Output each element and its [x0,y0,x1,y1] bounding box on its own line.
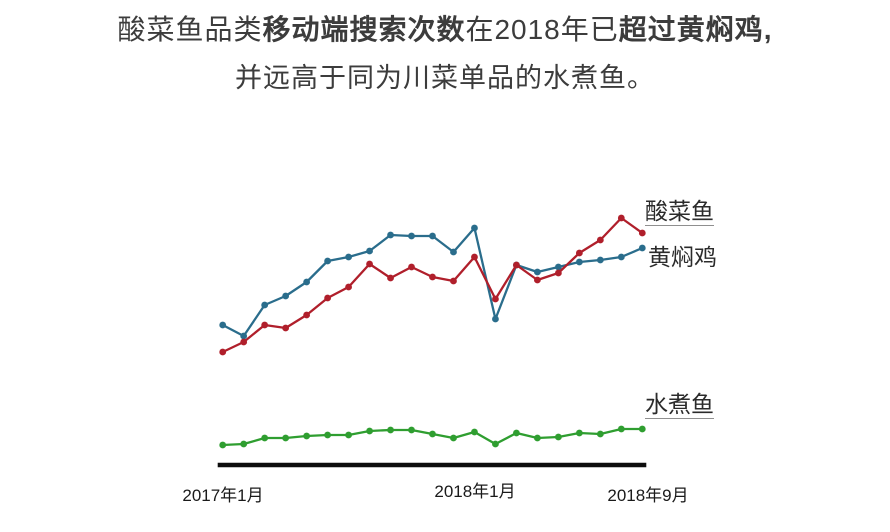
series-label-shuizhuyu: 水煮鱼 [645,391,714,419]
data-point-shuizhuyu-2017年1月 [219,441,227,449]
series-line-huangmenji [222,226,643,338]
series-label-suancaiyu: 酸菜鱼 [645,198,714,226]
title-bold-segment: 超过黄焖鸡, [618,14,773,45]
data-point-suancaiyu-2017年4月 [282,324,290,332]
data-point-huangmenji-2017年6月 [324,257,331,265]
data-point-suancaiyu-2017年5月 [303,311,311,319]
data-point-suancaiyu-2017年3月 [261,321,269,329]
data-point-huangmenji-2017年9月 [387,231,394,239]
title-bold-segment: 移动端搜索次数 [262,14,466,45]
title-line-1: 酸菜鱼品类移动端搜索次数在2018年已超过黄焖鸡, [0,13,890,47]
data-point-huangmenji-2017年7月 [345,253,352,261]
data-point-huangmenji-2017年10月 [408,232,415,240]
data-point-huangmenji-2017年3月 [261,301,269,309]
data-point-huangmenji-2017年2月 [240,332,248,340]
data-point-huangmenji-2017年1月 [219,321,227,329]
series-label-huangmenji: 黄焖鸡 [648,244,717,270]
data-point-huangmenji-2018年5月 [554,263,562,271]
data-point-shuizhuyu-2017年12月 [450,434,457,442]
data-point-suancaiyu-2017年10月 [408,263,415,271]
x-tick-2018-jan: 2018年1月 [434,482,516,501]
data-point-shuizhuyu-2018年8月 [617,425,625,433]
data-point-suancaiyu-2018年1月 [471,253,478,261]
data-point-shuizhuyu-2018年4月 [534,434,541,442]
data-point-shuizhuyu-2017年7月 [345,431,352,439]
data-point-suancaiyu-2018年7月 [596,236,604,244]
data-point-shuizhuyu-2018年5月 [554,433,562,441]
data-point-huangmenji-2018年2月 [492,315,499,323]
data-point-suancaiyu-2017年11月 [429,273,436,281]
data-point-suancaiyu-2018年9月 [638,229,646,237]
data-point-shuizhuyu-2017年9月 [387,426,394,434]
data-point-shuizhuyu-2017年10月 [408,426,415,434]
data-point-huangmenji-2018年4月 [534,268,541,276]
data-point-shuizhuyu-2018年2月 [492,440,499,448]
data-point-suancaiyu-2018年6月 [575,249,583,257]
data-point-huangmenji-2017年11月 [429,232,436,240]
data-point-shuizhuyu-2017年8月 [366,427,373,435]
data-point-suancaiyu-2018年4月 [534,276,541,284]
data-point-suancaiyu-2017年8月 [366,260,373,268]
data-point-suancaiyu-2017年6月 [324,294,331,302]
data-point-huangmenji-2017年8月 [366,247,373,255]
title-segment: 在2018年已 [465,14,619,45]
data-point-suancaiyu-2017年7月 [345,283,352,291]
data-point-shuizhuyu-2018年9月 [638,425,646,433]
data-point-suancaiyu-2017年2月 [240,338,248,346]
data-point-huangmenji-2018年7月 [596,256,604,264]
data-point-suancaiyu-2018年2月 [492,295,499,303]
data-point-huangmenji-2017年12月 [450,248,457,256]
data-point-shuizhuyu-2017年2月 [240,440,248,448]
x-tick-2018-sep: 2018年9月 [607,486,689,505]
data-point-shuizhuyu-2018年7月 [596,430,604,438]
data-point-suancaiyu-2018年3月 [513,261,520,269]
data-point-shuizhuyu-2017年11月 [429,430,436,438]
data-point-shuizhuyu-2017年5月 [303,432,311,440]
data-point-huangmenji-2018年9月 [638,244,646,252]
data-point-shuizhuyu-2017年4月 [282,434,290,442]
data-point-huangmenji-2018年6月 [575,258,583,266]
data-point-suancaiyu-2017年12月 [450,277,457,285]
data-point-shuizhuyu-2018年6月 [575,429,583,437]
data-point-shuizhuyu-2017年3月 [261,434,269,442]
data-point-suancaiyu-2018年8月 [617,214,625,222]
data-point-suancaiyu-2017年1月 [219,348,227,356]
data-point-suancaiyu-2018年5月 [554,269,562,277]
data-point-shuizhuyu-2018年1月 [471,428,478,436]
data-point-suancaiyu-2017年9月 [387,274,394,282]
data-point-shuizhuyu-2018年3月 [513,429,520,437]
x-tick-2017-jan: 2017年1月 [182,486,264,505]
data-point-shuizhuyu-2017年6月 [324,431,331,439]
data-point-huangmenji-2018年1月 [471,224,478,232]
title-segment: 酸菜鱼品类 [117,14,263,45]
data-point-huangmenji-2017年5月 [303,278,311,286]
data-point-huangmenji-2018年8月 [617,253,625,261]
data-point-huangmenji-2017年4月 [282,292,290,300]
title-line-2: 并远高于同为川菜单品的水煮鱼。 [235,63,655,93]
